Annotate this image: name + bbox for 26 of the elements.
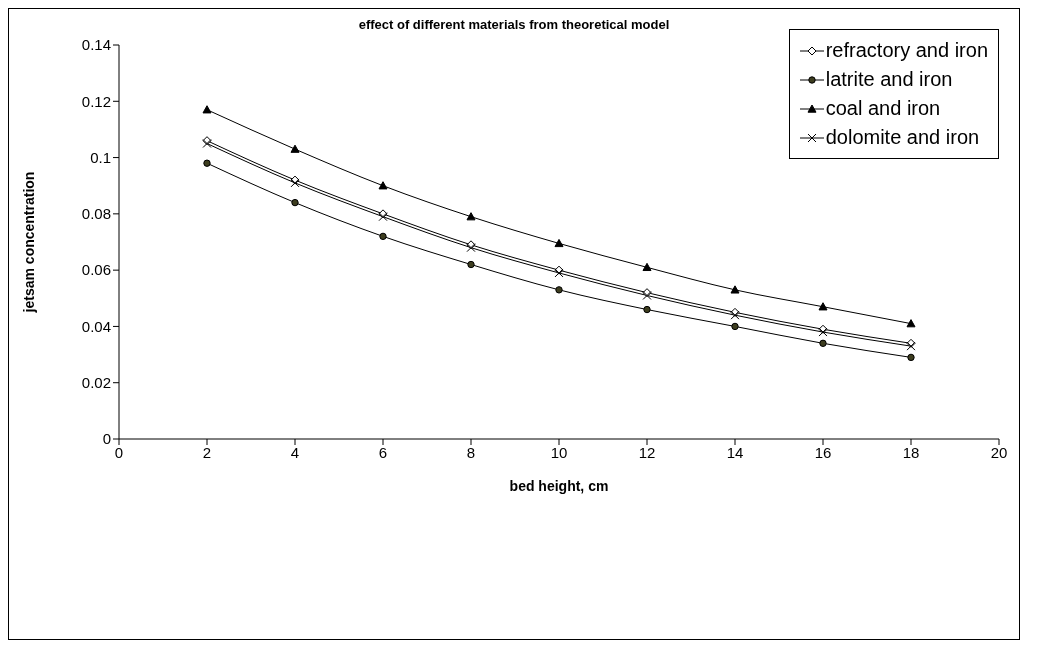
x-tick-label: 10 [550, 443, 568, 461]
y-tick-label: 0.04 [81, 317, 111, 335]
y-tick-label: 0.14 [81, 36, 111, 54]
legend-label: coal and iron [825, 96, 941, 121]
x-tick-label: 12 [638, 443, 656, 461]
x-tick-label: 14 [726, 443, 744, 461]
y-tick-label: 0.02 [81, 374, 111, 392]
x-tick-label: 2 [202, 443, 212, 461]
chart-title: effect of different materials from theoretical model [357, 17, 671, 32]
legend-label: dolomite and iron [825, 125, 980, 150]
y-tick-label: 0.06 [81, 261, 111, 279]
y-tick-label: 0 [102, 430, 111, 448]
x-axis-title: bed height, cm [509, 478, 609, 494]
x-tick-label: 0 [114, 443, 124, 461]
x-tick-label: 8 [466, 443, 476, 461]
x-tick-label: 4 [290, 443, 300, 461]
y-axis-title: jetsam concentration [20, 171, 37, 314]
x-tick-label: 18 [902, 443, 920, 461]
legend-label: latrite and iron [825, 67, 953, 92]
x-tick-label: 6 [378, 443, 388, 461]
x-tick-label: 20 [990, 443, 1008, 461]
y-tick-label: 0.1 [90, 148, 111, 166]
x-tick-label: 16 [814, 443, 832, 461]
y-tick-label: 0.12 [81, 92, 111, 110]
legend-label: refractory and iron [825, 38, 988, 63]
y-tick-label: 0.08 [81, 205, 111, 223]
